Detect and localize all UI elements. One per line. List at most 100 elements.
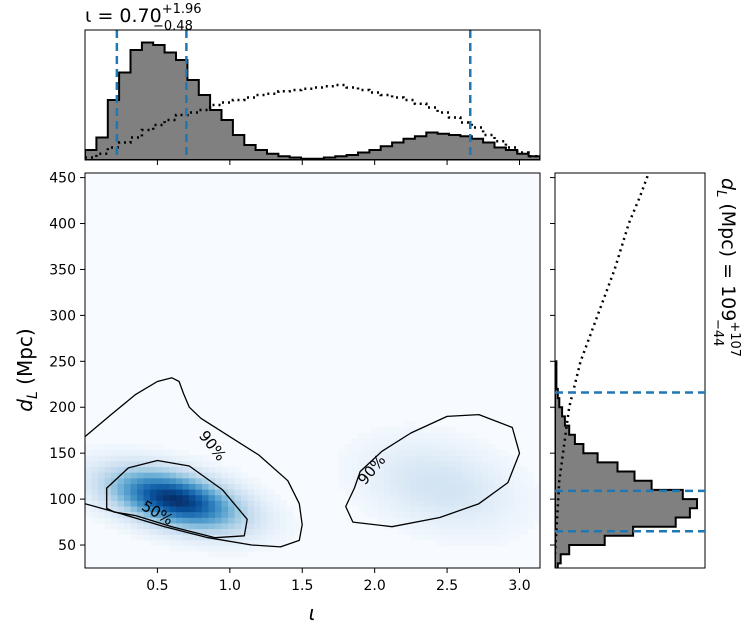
heatmap-cell (195, 517, 203, 524)
heatmap-cell (436, 534, 444, 541)
heatmap-cell (228, 545, 236, 552)
heatmap-cell (85, 511, 93, 518)
heatmap-cell (377, 477, 385, 484)
heatmap-cell (130, 505, 138, 513)
heatmap-cell (514, 528, 522, 535)
heatmap-cell (455, 494, 463, 501)
heatmap-cell (449, 517, 457, 524)
heatmap-cell (189, 522, 197, 530)
heatmap-cell (403, 522, 411, 530)
heatmap-cell (423, 494, 431, 501)
heatmap-cell (293, 528, 301, 535)
heatmap-cell (228, 551, 236, 558)
heatmap-cell (462, 460, 470, 468)
heatmap-cell (481, 449, 489, 456)
heatmap-cell (182, 455, 190, 462)
heatmap-cell (501, 528, 509, 535)
heatmap-cell (195, 483, 203, 490)
heatmap-cell (104, 494, 112, 501)
heatmap-cell (410, 438, 418, 445)
heatmap-cell (137, 477, 145, 484)
heatmap-cell (150, 489, 158, 496)
heatmap-cell (338, 466, 346, 473)
heatmap-cell (377, 494, 385, 501)
heatmap-cell (202, 460, 210, 468)
heatmap-cell (384, 432, 392, 439)
heatmap-cell (234, 494, 242, 501)
heatmap-cell (150, 500, 158, 507)
heatmap-cell (423, 432, 431, 439)
heatmap-cell (390, 517, 398, 524)
heatmap-cell (254, 517, 262, 524)
heatmap-cell (494, 505, 502, 513)
heatmap-cell (436, 483, 444, 490)
heatmap-cell (371, 449, 379, 456)
heatmap-cell (260, 483, 268, 490)
heatmap-cell (377, 517, 385, 524)
heatmap-cell (91, 460, 99, 468)
heatmap-cell (208, 483, 216, 490)
heatmap-cell (455, 511, 463, 518)
heatmap-cell (169, 483, 177, 490)
heatmap-cell (130, 500, 138, 507)
heatmap-cell (442, 483, 450, 490)
heatmap-cell (384, 505, 392, 513)
heatmap-cell (410, 455, 418, 462)
heatmap-cell (533, 489, 540, 496)
heatmap-cell (494, 455, 502, 462)
heatmap-cell (351, 494, 359, 501)
heatmap-cell (221, 500, 229, 507)
heatmap-cell (507, 528, 515, 535)
heatmap-cell (91, 477, 99, 484)
heatmap-cell (150, 483, 158, 490)
heatmap-cell (182, 505, 190, 513)
heatmap-cell (416, 466, 424, 473)
heatmap-cell (501, 460, 509, 468)
heatmap-cell (137, 460, 145, 468)
heatmap-cell (429, 443, 437, 451)
heatmap-cell (358, 460, 366, 468)
heatmap-cell (488, 449, 496, 456)
heatmap-cell (163, 455, 171, 462)
heatmap-cell (234, 522, 242, 530)
heatmap-cell (267, 505, 275, 513)
heatmap-cell (273, 539, 281, 547)
heatmap-cell (338, 472, 346, 479)
heatmap-cell (98, 483, 106, 490)
heatmap-cell (410, 477, 418, 484)
heatmap-cell (410, 528, 418, 535)
heatmap-cell (91, 449, 99, 456)
heatmap-cell (124, 483, 132, 490)
heatmap-cell (358, 438, 366, 445)
heatmap-cell (364, 489, 372, 496)
heatmap-cell (241, 500, 249, 507)
heatmap-cell (384, 517, 392, 524)
heatmap-cell (442, 449, 450, 456)
heatmap-cell (390, 432, 398, 439)
heatmap-cell (514, 505, 522, 513)
heatmap-cell (182, 483, 190, 490)
heatmap-cell (462, 522, 470, 530)
heatmap-cell (111, 449, 119, 456)
heatmap-cell (462, 500, 470, 507)
heatmap-cell (507, 500, 515, 507)
heatmap-cell (182, 517, 190, 524)
heatmap-cell (488, 494, 496, 501)
heatmap-cell (195, 466, 203, 473)
heatmap-cell (163, 539, 171, 547)
x-tick-label: 1.0 (219, 578, 241, 594)
heatmap-cell (423, 500, 431, 507)
heatmap-cell (91, 455, 99, 462)
heatmap-cell (371, 426, 379, 434)
heatmap-cell (436, 432, 444, 439)
heatmap-cell (436, 426, 444, 434)
heatmap-cell (143, 455, 151, 462)
heatmap-cell (189, 500, 197, 507)
heatmap-cell (371, 483, 379, 490)
heatmap-cell (150, 505, 158, 513)
heatmap-cell (462, 494, 470, 501)
heatmap-cell (410, 432, 418, 439)
heatmap-cell (247, 539, 255, 547)
heatmap-cell (260, 489, 268, 496)
heatmap-cell (514, 472, 522, 479)
